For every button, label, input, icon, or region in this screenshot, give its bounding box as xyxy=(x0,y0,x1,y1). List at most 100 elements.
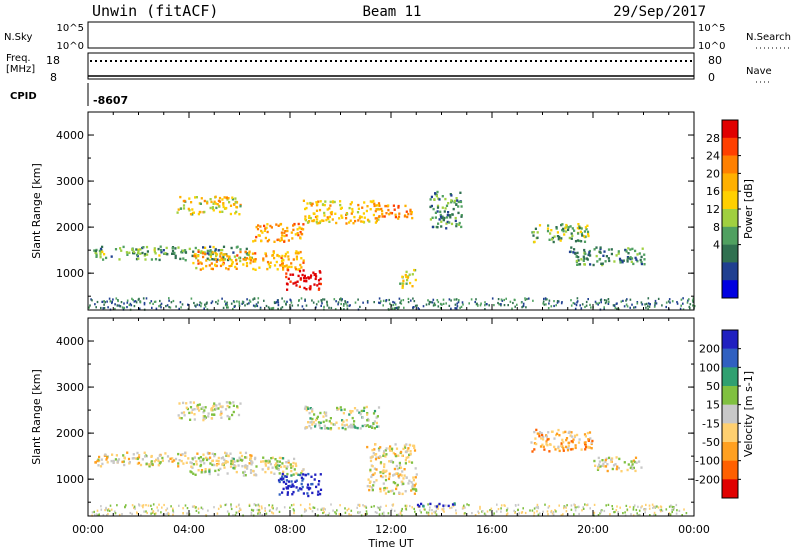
colorbar-tick-label: 8 xyxy=(713,221,720,234)
echo-cell xyxy=(150,512,152,515)
echo-cell xyxy=(114,512,117,515)
echo-cell xyxy=(558,504,560,507)
echo-cell xyxy=(163,503,165,507)
echo-cell xyxy=(682,308,685,311)
echo-cell xyxy=(585,300,588,304)
echo-cell xyxy=(309,421,312,424)
echo-cell xyxy=(405,275,408,279)
echo-cell xyxy=(217,507,220,510)
echo-cell xyxy=(433,198,436,201)
echo-cell xyxy=(286,266,289,270)
echo-cell xyxy=(133,305,136,308)
echo-cell xyxy=(583,248,586,252)
echo-cell xyxy=(303,279,306,283)
echo-cell xyxy=(574,504,576,507)
echo-cell xyxy=(282,268,285,271)
echo-cell xyxy=(260,505,263,508)
echo-cell xyxy=(300,482,303,486)
echo-cell xyxy=(114,510,116,513)
echo-cell xyxy=(332,423,335,426)
echo-cell xyxy=(345,423,348,427)
x-tick-label: 12:00 xyxy=(375,523,407,536)
colorbar-label: Power [dB] xyxy=(742,179,755,239)
echo-cell xyxy=(246,467,249,470)
echo-cell xyxy=(554,509,556,512)
echo-cell xyxy=(153,513,156,516)
echo-cell xyxy=(404,273,407,277)
echo-cell xyxy=(331,200,335,203)
echo-cell xyxy=(172,511,175,514)
echo-cell xyxy=(635,508,638,512)
echo-cell xyxy=(374,443,377,446)
echo-cell xyxy=(239,259,242,263)
echo-cell xyxy=(186,507,189,510)
echo-cell xyxy=(126,299,129,302)
echo-cell xyxy=(257,297,260,300)
echo-cell xyxy=(399,473,402,476)
echo-cell xyxy=(217,473,220,476)
echo-cell xyxy=(319,473,322,476)
echo-cell xyxy=(545,303,547,306)
echo-cell xyxy=(536,432,539,435)
echo-cell xyxy=(655,302,658,305)
echo-cell xyxy=(608,300,610,303)
colorbar-segment xyxy=(722,280,738,299)
echo-cell xyxy=(233,300,236,304)
echo-cell xyxy=(686,301,689,304)
echo-cell xyxy=(296,228,299,231)
echo-cell xyxy=(239,402,242,405)
echo-cell xyxy=(368,481,371,484)
echo-cell xyxy=(286,487,290,490)
echo-cell xyxy=(228,255,231,258)
echo-cell xyxy=(154,258,158,261)
echo-cell xyxy=(371,426,374,429)
echo-cell xyxy=(226,255,229,258)
echo-cell xyxy=(345,302,347,305)
echo-cell xyxy=(278,456,281,460)
echo-cell xyxy=(374,221,377,224)
echo-cell xyxy=(228,201,231,204)
echo-cell xyxy=(605,457,608,460)
echo-cell xyxy=(289,298,291,301)
echo-cell xyxy=(633,504,636,507)
echo-cell xyxy=(377,425,380,428)
echo-cell xyxy=(383,215,386,218)
echo-cell xyxy=(640,506,642,509)
echo-cell xyxy=(205,514,207,517)
echo-cell xyxy=(390,508,393,511)
echo-cell xyxy=(293,509,295,512)
echo-cell xyxy=(287,480,291,483)
echo-cell xyxy=(118,258,121,261)
echo-cell xyxy=(305,509,307,512)
echo-cell xyxy=(157,509,159,512)
echo-cell xyxy=(245,262,249,265)
echo-cell xyxy=(230,246,233,250)
echo-cell xyxy=(599,246,602,249)
echo-cell xyxy=(270,471,273,474)
echo-cell xyxy=(459,200,463,204)
echo-cell xyxy=(328,215,331,219)
echo-cell xyxy=(636,514,639,517)
echo-cell xyxy=(488,304,490,307)
echo-cell xyxy=(190,465,193,468)
echo-cell xyxy=(462,507,465,510)
echo-cell xyxy=(282,480,285,484)
echo-cell xyxy=(373,505,375,508)
echo-cell xyxy=(209,206,212,210)
echo-cell xyxy=(570,448,573,451)
echo-cell xyxy=(101,250,104,254)
echo-cell xyxy=(565,506,567,509)
echo-cell xyxy=(633,306,635,309)
echo-cell xyxy=(413,492,416,495)
echo-cell xyxy=(280,465,283,469)
echo-cell xyxy=(687,299,689,302)
echo-cell xyxy=(264,462,267,465)
echo-cell xyxy=(269,261,272,264)
echo-cell xyxy=(613,511,615,514)
echo-cell xyxy=(596,260,599,263)
echo-cell xyxy=(123,463,126,467)
echo-cell xyxy=(286,491,289,494)
echo-cell xyxy=(323,427,327,430)
echo-cell xyxy=(137,249,140,253)
echo-cell xyxy=(542,435,545,439)
